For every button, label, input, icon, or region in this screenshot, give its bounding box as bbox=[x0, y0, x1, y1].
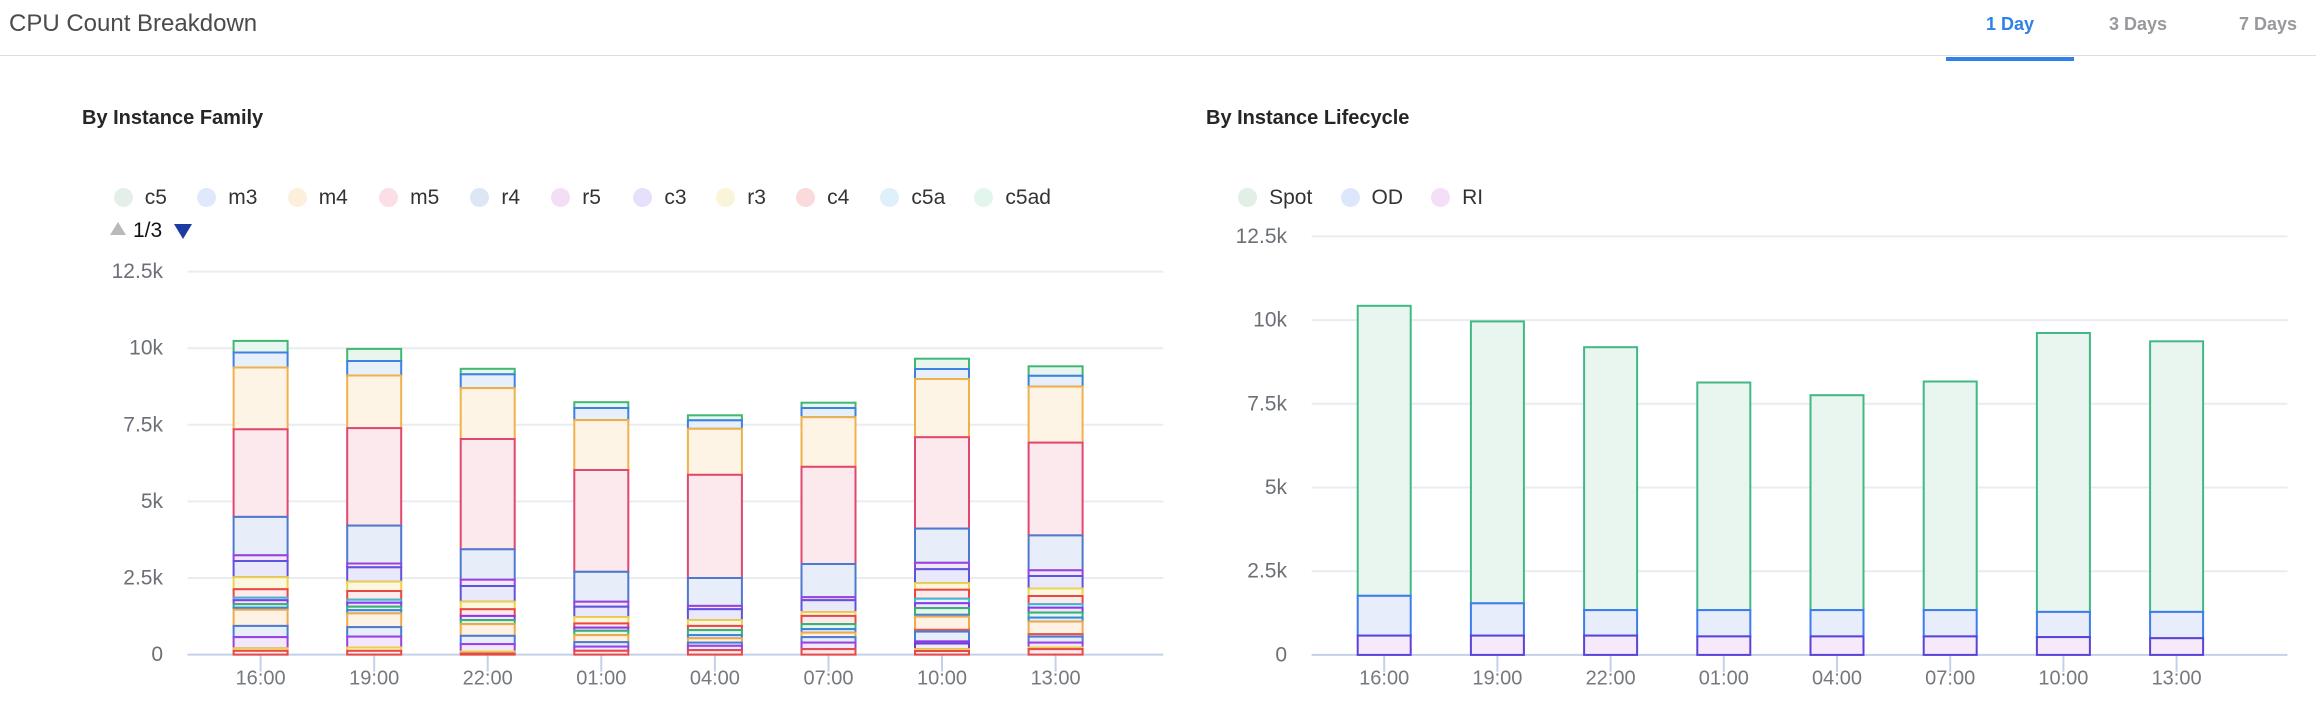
svg-text:10:00: 10:00 bbox=[917, 668, 967, 690]
svg-text:19:00: 19:00 bbox=[1472, 668, 1522, 690]
svg-text:13:00: 13:00 bbox=[2152, 668, 2202, 690]
svg-text:2.5k: 2.5k bbox=[123, 567, 163, 590]
svg-text:13:00: 13:00 bbox=[1031, 668, 1081, 690]
svg-text:0: 0 bbox=[151, 643, 163, 666]
svg-text:01:00: 01:00 bbox=[1699, 668, 1749, 690]
svg-text:12.5k: 12.5k bbox=[112, 260, 164, 283]
svg-text:2.5k: 2.5k bbox=[1247, 560, 1287, 583]
svg-text:5k: 5k bbox=[141, 490, 164, 513]
svg-text:22:00: 22:00 bbox=[463, 668, 513, 690]
svg-text:07:00: 07:00 bbox=[1925, 668, 1975, 690]
svg-text:07:00: 07:00 bbox=[803, 668, 853, 690]
svg-text:16:00: 16:00 bbox=[1359, 668, 1409, 690]
svg-text:22:00: 22:00 bbox=[1586, 668, 1636, 690]
svg-text:01:00: 01:00 bbox=[576, 668, 626, 690]
svg-text:10:00: 10:00 bbox=[2038, 668, 2088, 690]
svg-text:0: 0 bbox=[1275, 643, 1287, 666]
svg-text:10k: 10k bbox=[129, 337, 163, 360]
svg-text:5k: 5k bbox=[1265, 476, 1288, 499]
svg-text:7.5k: 7.5k bbox=[123, 413, 163, 436]
svg-text:7.5k: 7.5k bbox=[1247, 392, 1287, 415]
svg-text:10k: 10k bbox=[1253, 309, 1287, 332]
svg-text:12.5k: 12.5k bbox=[1236, 225, 1288, 248]
svg-text:04:00: 04:00 bbox=[690, 668, 740, 690]
svg-text:04:00: 04:00 bbox=[1812, 668, 1862, 690]
svg-text:19:00: 19:00 bbox=[349, 668, 399, 690]
svg-text:16:00: 16:00 bbox=[236, 668, 286, 690]
